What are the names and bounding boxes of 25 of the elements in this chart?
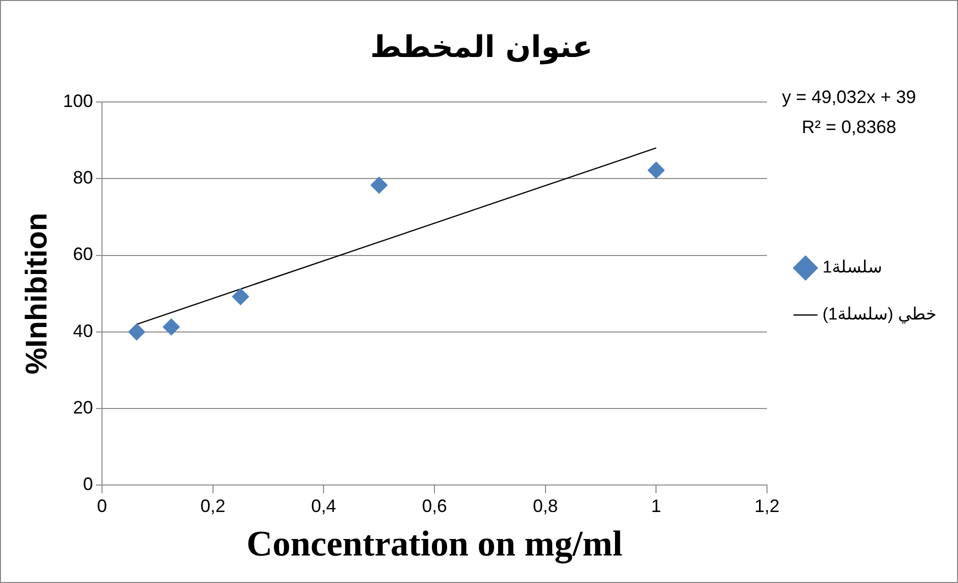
point [648, 162, 665, 179]
text: R² = 0,8368 [802, 116, 896, 137]
x-tick-label: 0,4 [311, 496, 336, 516]
x-tick-label: 0,2 [200, 496, 226, 516]
y-axis-title: %Inhibition [20, 212, 54, 374]
y-tick-label: 20 [73, 398, 94, 418]
text: y = 49,032x + 39 [782, 86, 916, 107]
point [232, 288, 250, 306]
y-tick-label: 100 [62, 90, 94, 111]
x-tick-label: 1 [651, 496, 662, 516]
point [128, 323, 146, 340]
x-axis-title: Concentration on mg/ml [246, 524, 623, 564]
y-tick-label: 40 [73, 320, 94, 341]
x-tick-label: 1,2 [754, 496, 780, 516]
x-tick-label: 0,8 [532, 496, 558, 516]
legend-label: سلسلة1 [822, 258, 882, 277]
point [162, 318, 180, 336]
y-tick-label: 80 [73, 168, 94, 188]
x-tick-label: 0 [97, 496, 108, 516]
chart-title: عنوان المخطط [370, 30, 593, 65]
x-tick-label: 0,6 [422, 496, 448, 516]
y-tick-label: 60 [73, 244, 94, 264]
point [370, 176, 388, 194]
legend-label: خطي (سلسلة1) [822, 304, 938, 324]
y-tick-label: 0 [83, 474, 94, 494]
